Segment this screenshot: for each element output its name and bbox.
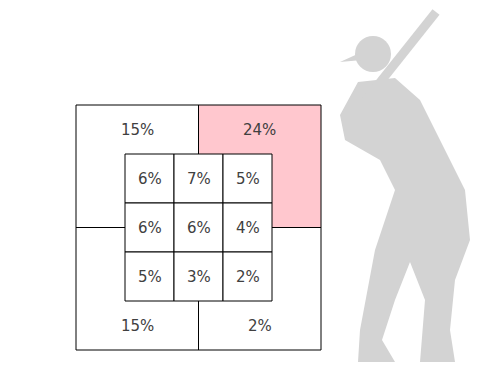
svg-text:2%: 2% <box>236 268 260 286</box>
svg-text:6%: 6% <box>138 219 162 237</box>
svg-text:2%: 2% <box>248 317 272 335</box>
svg-text:24%: 24% <box>243 121 276 139</box>
svg-text:7%: 7% <box>187 170 211 188</box>
svg-text:15%: 15% <box>121 317 154 335</box>
svg-text:6%: 6% <box>138 170 162 188</box>
svg-text:5%: 5% <box>138 268 162 286</box>
svg-text:6%: 6% <box>187 219 211 237</box>
svg-text:15%: 15% <box>121 121 154 139</box>
svg-text:5%: 5% <box>236 170 260 188</box>
svg-text:4%: 4% <box>236 219 260 237</box>
svg-text:3%: 3% <box>187 268 211 286</box>
